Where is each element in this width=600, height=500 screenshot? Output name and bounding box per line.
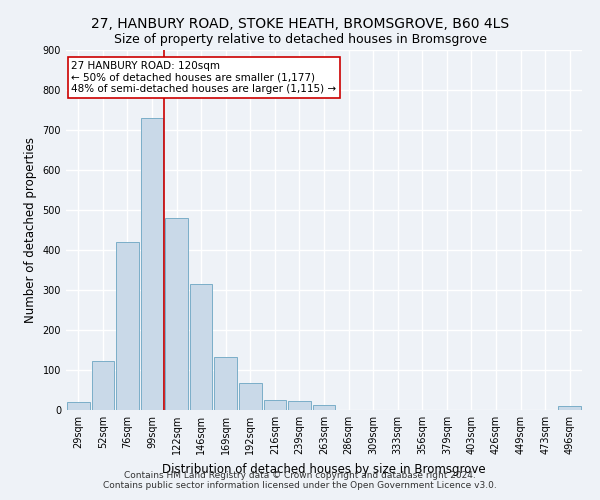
Bar [140,118,163,410]
Bar [165,218,188,410]
Bar [214,357,237,410]
Text: Contains HM Land Registry data © Crown copyright and database right 2024.
Contai: Contains HM Land Registry data © Crown c… [103,470,497,490]
Bar [559,406,581,410]
Bar [190,284,212,410]
Bar [239,383,262,410]
Bar [313,405,335,410]
Text: 27, HANBURY ROAD, STOKE HEATH, BROMSGROVE, B60 4LS: 27, HANBURY ROAD, STOKE HEATH, BROMSGROV… [91,18,509,32]
X-axis label: Distribution of detached houses by size in Bromsgrove: Distribution of detached houses by size … [162,462,486,475]
Bar [263,400,286,410]
Text: Size of property relative to detached houses in Bromsgrove: Size of property relative to detached ho… [113,32,487,46]
Bar [116,242,139,410]
Bar [92,361,114,410]
Bar [288,401,311,410]
Bar [67,402,89,410]
Text: 27 HANBURY ROAD: 120sqm
← 50% of detached houses are smaller (1,177)
48% of semi: 27 HANBURY ROAD: 120sqm ← 50% of detache… [71,61,336,94]
Y-axis label: Number of detached properties: Number of detached properties [24,137,37,323]
